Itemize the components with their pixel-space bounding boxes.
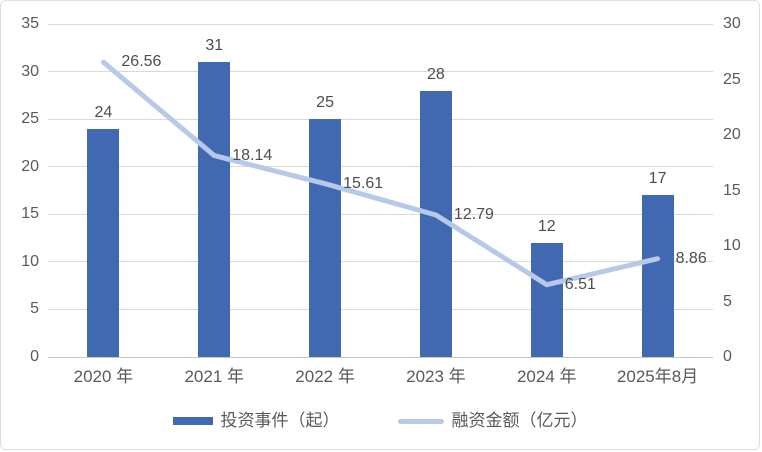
- bar-value-label: 24: [94, 103, 113, 121]
- legend: 投资事件（起） 融资金额（亿元）: [1, 409, 759, 433]
- legend-label-investment-events: 投资事件（起）: [220, 411, 340, 430]
- investment-events-bar: [87, 128, 120, 357]
- y-axis-left-tick: 25: [21, 110, 39, 128]
- bar-value-label: 25: [316, 94, 334, 112]
- y-axis-left-tick: 15: [21, 205, 39, 223]
- line-value-label: 12.79: [453, 206, 494, 224]
- y-axis-right-tick: 5: [723, 292, 732, 310]
- gridline: [48, 23, 713, 25]
- x-axis-label: 2024 年: [516, 367, 577, 386]
- line-value-label: 15.61: [343, 174, 384, 192]
- y-axis-right-tick: 0: [723, 348, 732, 365]
- line-value-label: 6.51: [564, 275, 596, 293]
- gridline: [48, 166, 713, 168]
- y-axis-left-tick: 5: [30, 300, 39, 318]
- line-value-label: 8.86: [675, 249, 707, 267]
- gridline: [48, 308, 713, 310]
- bar-value-label: 28: [427, 65, 445, 83]
- y-axis-right-tick: 15: [723, 181, 741, 199]
- line-series-swatch-icon: [397, 418, 444, 424]
- x-axis-label: 2020 年: [73, 367, 134, 386]
- x-axis-label: 2023 年: [406, 367, 466, 386]
- line-value-label: 26.56: [121, 53, 162, 71]
- bar-value-label: 31: [205, 37, 224, 55]
- y-axis-right-tick: 10: [723, 237, 741, 254]
- bar-series-swatch-icon: [172, 417, 213, 425]
- gridline: [48, 118, 713, 120]
- y-axis-right-tick: 25: [723, 70, 741, 88]
- x-axis-label: 2022 年: [295, 367, 355, 386]
- investment-events-bar: [419, 90, 452, 357]
- bar-value-label: 17: [648, 170, 667, 188]
- x-axis-label: 2021 年: [184, 367, 245, 386]
- y-axis-right-tick: 20: [723, 126, 741, 143]
- bar-value-label: 12: [537, 217, 556, 235]
- gridline: [48, 261, 713, 263]
- y-axis-left-tick: 35: [21, 15, 39, 32]
- legend-item-investment-events: 投资事件（起）: [172, 409, 340, 433]
- investment-events-bar: [198, 62, 231, 357]
- y-axis-left-tick: 10: [21, 252, 39, 270]
- y-axis-left-tick: 0: [30, 348, 39, 365]
- x-axis-label: 2025年8月: [616, 367, 699, 386]
- investment-events-bar: [641, 195, 674, 357]
- investment-events-bar: [309, 119, 342, 357]
- line-value-label: 18.14: [232, 146, 273, 164]
- y-axis-left-tick: 20: [21, 157, 39, 175]
- y-axis-left-tick: 30: [21, 62, 39, 80]
- y-axis-right-tick: 30: [723, 15, 741, 32]
- legend-label-funding-amount: 融资金额（亿元）: [451, 411, 588, 430]
- legend-item-funding-amount: 融资金额（亿元）: [397, 409, 588, 433]
- gridline: [48, 213, 713, 215]
- investment-events-bar: [530, 242, 563, 357]
- x-axis-baseline: [48, 356, 713, 358]
